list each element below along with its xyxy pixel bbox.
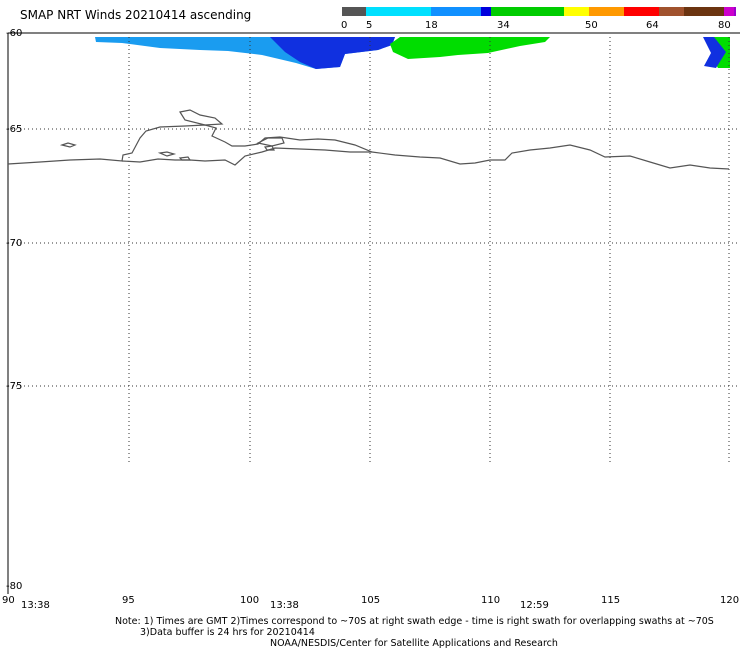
- colorbar-swatch: [589, 7, 624, 16]
- colorbar-label: 18: [425, 20, 438, 31]
- note-line-1: Note: 1) Times are GMT 2)Times correspon…: [115, 616, 714, 627]
- colorbar-swatch: [564, 7, 589, 16]
- swath-time: 13:38: [270, 600, 299, 611]
- colorbar-swatch: [366, 7, 431, 16]
- colorbar-swatch: [624, 7, 659, 16]
- colorbar-swatch: [431, 7, 481, 16]
- lon-label: 120: [720, 595, 740, 606]
- colorbar-label: 64: [646, 20, 659, 31]
- note-line-3: NOAA/NESDIS/Center for Satellite Applica…: [270, 638, 558, 649]
- swath-time: 13:38: [21, 600, 50, 611]
- colorbar-swatch: [659, 7, 684, 16]
- wind-speed-colorbar: [342, 7, 736, 16]
- lon-label: 110: [481, 595, 501, 606]
- lon-label: 105: [361, 595, 381, 606]
- lat-label: -70: [6, 238, 23, 249]
- wind-swath-green: [390, 37, 550, 59]
- map-title: SMAP NRT Winds 20210414 ascending: [20, 8, 252, 22]
- colorbar-swatch: [491, 7, 564, 16]
- lat-label: -65: [6, 124, 23, 135]
- note-line-2: 3)Data buffer is 24 hrs for 20210414: [140, 627, 315, 638]
- swath-time: 12:59: [520, 600, 549, 611]
- lat-label: -75: [6, 381, 23, 392]
- lon-label: 95: [122, 595, 135, 606]
- colorbar-swatch: [734, 7, 736, 16]
- colorbar-label: 5: [366, 20, 373, 31]
- colorbar-swatch: [342, 7, 366, 16]
- antarctic-coastline: [7, 109, 730, 170]
- colorbar-swatch: [684, 7, 724, 16]
- colorbar-label: 50: [585, 20, 598, 31]
- colorbar-swatch: [724, 7, 734, 16]
- colorbar-label: 80: [718, 20, 731, 31]
- wind-swath-blue-right: [703, 37, 726, 68]
- colorbar-swatch: [481, 7, 491, 16]
- colorbar-label: 34: [497, 20, 510, 31]
- colorbar-label: 0: [341, 20, 348, 31]
- lon-label: 90: [2, 595, 15, 606]
- wind-swath-dark-blue: [270, 37, 395, 69]
- lon-label: 115: [601, 595, 621, 606]
- map-grid: [8, 37, 740, 465]
- lat-label: -80: [6, 581, 23, 592]
- lat-label: -60: [6, 28, 23, 39]
- lon-label: 100: [240, 595, 260, 606]
